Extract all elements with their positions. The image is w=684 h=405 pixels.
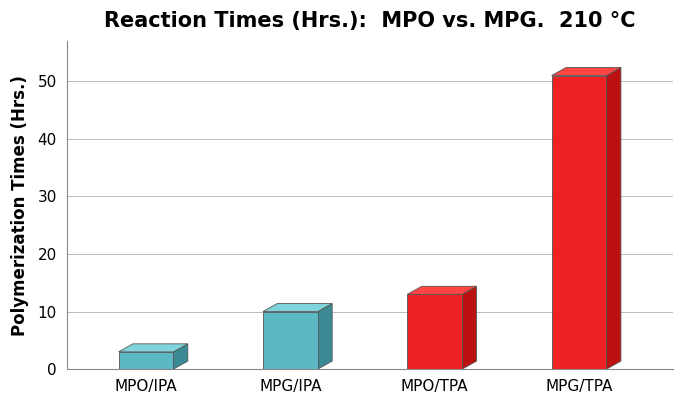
Polygon shape [551, 68, 621, 76]
Polygon shape [462, 286, 477, 369]
Bar [118, 352, 173, 369]
Y-axis label: Polymerization Times (Hrs.): Polymerization Times (Hrs.) [11, 75, 29, 335]
Bar [263, 311, 318, 369]
Bar [551, 76, 607, 369]
Polygon shape [407, 286, 477, 294]
Polygon shape [118, 344, 188, 352]
Polygon shape [263, 303, 332, 311]
Bar [407, 294, 462, 369]
Title: Reaction Times (Hrs.):  MPO vs. MPG.  210 °C: Reaction Times (Hrs.): MPO vs. MPG. 210 … [104, 11, 635, 31]
Polygon shape [318, 303, 332, 369]
Polygon shape [607, 68, 621, 369]
Polygon shape [173, 344, 188, 369]
